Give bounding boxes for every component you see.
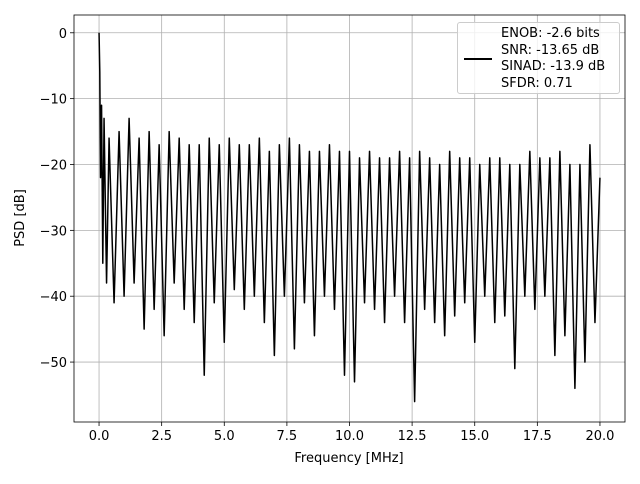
legend-label: ENOB: -2.6 bits SNR: -13.65 dB SINAD: -1… [501,26,606,91]
x-tick-label: 7.5 [277,429,298,444]
x-tick-label: 17.5 [523,429,552,444]
x-tick-label: 20.0 [585,429,614,444]
x-tick-label: 10.0 [335,429,364,444]
x-tick-label: 12.5 [398,429,427,444]
x-axis-label: Frequency [MHz] [294,451,403,466]
y-tick-label: −40 [40,290,67,305]
y-tick-label: −50 [40,356,67,371]
y-tick-label: −20 [40,158,67,173]
y-tick-label: −10 [40,93,67,108]
x-tick-label: 15.0 [460,429,489,444]
x-tick-label: 0.0 [89,429,110,444]
x-tick-label: 5.0 [214,429,235,444]
plot-frame [73,14,626,423]
y-axis-label: PSD [dB] [13,189,28,247]
y-tick-label: −30 [40,224,67,239]
legend-swatch [464,58,492,60]
y-tick-label: 0 [59,27,67,42]
legend: ENOB: -2.6 bits SNR: -13.65 dB SINAD: -1… [457,22,620,94]
data-line [98,32,601,403]
x-tick-label: 2.5 [151,429,172,444]
